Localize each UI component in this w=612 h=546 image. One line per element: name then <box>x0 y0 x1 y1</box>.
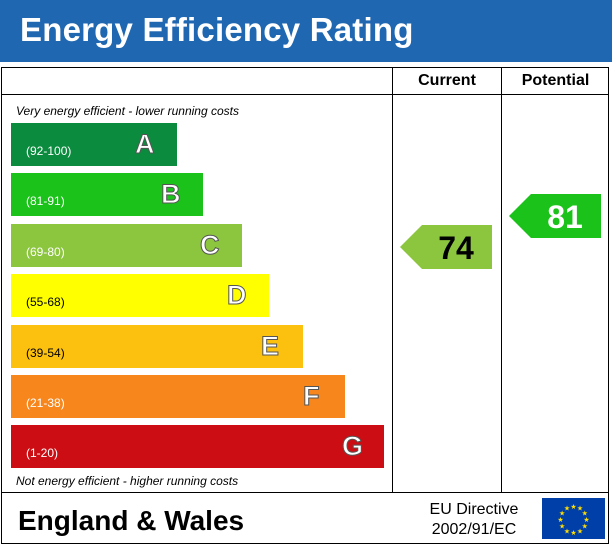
eu-star-icon: ★ <box>570 529 576 537</box>
eu-star-icon: ★ <box>583 516 589 524</box>
band-range-label: (55-68) <box>26 295 65 310</box>
band-range-label: (92-100) <box>26 144 72 158</box>
column-header-potential: Potential <box>521 72 590 89</box>
eu-star-icon: ★ <box>570 503 576 511</box>
directive-line-2: 2002/91/EC <box>431 521 517 538</box>
rating-value: 74 <box>438 230 474 266</box>
current-rating-arrow: 74 <box>400 225 492 269</box>
column-divider-current <box>392 67 393 493</box>
band-d: (55-68) D <box>11 274 269 318</box>
band-c: (69-80) C <box>11 223 242 267</box>
band-range-label: (21-38) <box>26 396 65 410</box>
band-letter: G <box>341 431 364 462</box>
eu-star-icon: ★ <box>577 505 583 513</box>
band-letter: F <box>303 381 320 412</box>
eu-star-icon: ★ <box>582 510 588 518</box>
band-e: (39-54) E <box>11 324 303 368</box>
eu-star-icon: ★ <box>564 527 570 535</box>
note-inefficient: Not energy efficient - higher running co… <box>16 474 239 488</box>
chart-title: Energy Efficiency Rating <box>20 11 414 48</box>
column-header-current: Current <box>418 72 476 89</box>
band-range-label: (1-20) <box>26 446 59 461</box>
directive-line-1: EU Directive <box>429 501 519 518</box>
band-letter: C <box>200 229 220 260</box>
band-f: (21-38) F <box>11 375 345 418</box>
rating-table-frame <box>1 67 609 544</box>
header-bar: Energy Efficiency Rating <box>0 0 612 62</box>
eu-star-icon: ★ <box>564 505 570 513</box>
column-divider-potential <box>501 67 502 493</box>
potential-rating-arrow: 81 <box>509 194 601 238</box>
eu-star-icon: ★ <box>559 510 565 518</box>
band-range-label: (69-80) <box>26 244 65 259</box>
eu-star-icon: ★ <box>559 523 565 531</box>
eu-flag-icon: ★ ★ ★ ★ ★ ★ ★ ★ ★ ★ ★ ★ <box>542 498 605 539</box>
eu-star-icon: ★ <box>582 523 588 531</box>
band-letter: B <box>161 179 181 210</box>
eu-star-icon: ★ <box>557 516 563 524</box>
band-b: (81-91) B <box>11 173 203 217</box>
band-range-label: (81-91) <box>26 194 65 209</box>
band-g: (1-20) G <box>11 425 384 469</box>
band-range-label: (39-54) <box>26 345 65 360</box>
band-letter: D <box>227 280 247 311</box>
footer-row-divider <box>1 492 609 493</box>
band-letter: E <box>260 330 280 361</box>
rating-arrow-shape <box>400 225 492 269</box>
rating-value: 81 <box>547 199 583 235</box>
band-letter: A <box>135 129 155 160</box>
region-label: England & Wales <box>18 505 245 536</box>
note-efficient: Very energy efficient - lower running co… <box>16 104 239 118</box>
band-a: (92-100) A <box>11 123 177 166</box>
eu-star-icon: ★ <box>577 527 583 535</box>
header-row-divider <box>1 94 609 95</box>
rating-arrow-shape <box>509 194 601 238</box>
